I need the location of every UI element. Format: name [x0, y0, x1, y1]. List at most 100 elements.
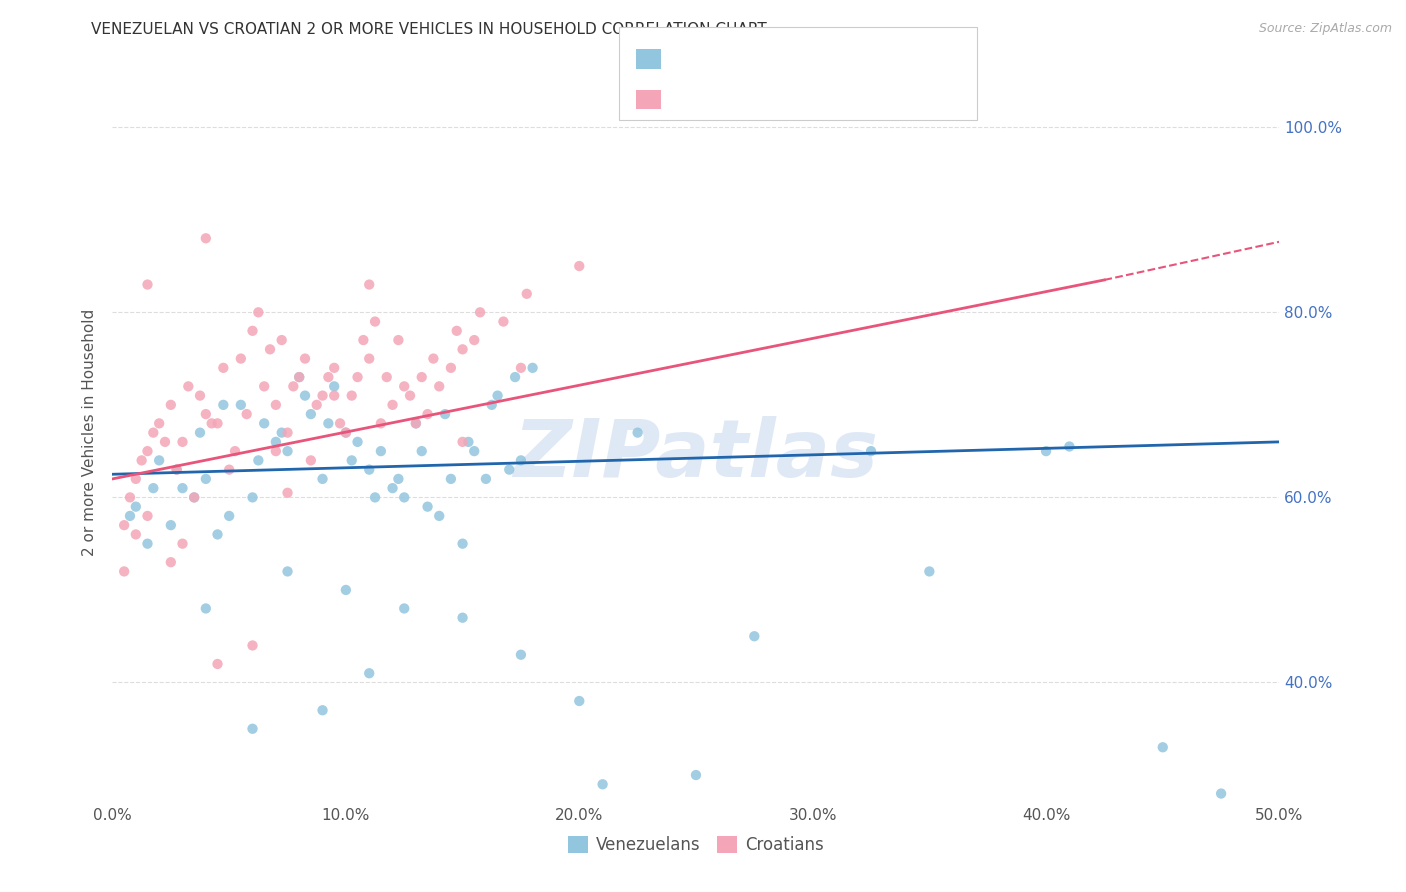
Point: [229, 351, 252, 366]
Point: [207, 527, 229, 541]
Point: [125, 527, 148, 541]
Text: R = 0.075   N = 72: R = 0.075 N = 72: [672, 37, 856, 55]
Text: Source: ZipAtlas.com: Source: ZipAtlas.com: [1258, 22, 1392, 36]
Point: [136, 508, 159, 523]
Point: [509, 453, 531, 467]
Point: [323, 379, 346, 393]
Point: [311, 703, 333, 717]
Point: [242, 491, 264, 505]
Point: [394, 491, 416, 505]
Point: [323, 360, 346, 375]
Point: [264, 434, 287, 449]
Point: [136, 444, 159, 458]
Point: [318, 417, 340, 431]
Point: [509, 360, 531, 375]
Point: [434, 407, 457, 421]
Point: [142, 425, 165, 440]
Point: [592, 777, 614, 791]
Point: [329, 417, 352, 431]
Point: [311, 472, 333, 486]
Point: [125, 500, 148, 514]
Point: [294, 388, 316, 402]
Point: [463, 333, 485, 347]
Point: [242, 324, 264, 338]
Point: [340, 453, 363, 467]
Point: [194, 407, 217, 421]
Point: [229, 398, 252, 412]
Point: [492, 315, 515, 329]
Point: [247, 453, 270, 467]
Point: [160, 518, 183, 533]
Point: [188, 425, 211, 440]
Point: [860, 444, 883, 458]
Point: [346, 434, 368, 449]
Point: [440, 472, 463, 486]
Point: [247, 305, 270, 319]
Point: [264, 444, 287, 458]
Point: [299, 453, 322, 467]
Point: [194, 601, 217, 615]
Point: [346, 370, 368, 384]
Point: [183, 491, 205, 505]
Point: [509, 648, 531, 662]
Point: [235, 407, 257, 421]
Point: [212, 398, 235, 412]
Point: [194, 472, 217, 486]
Point: [427, 379, 450, 393]
Point: [125, 472, 148, 486]
Point: [503, 370, 526, 384]
Point: [207, 417, 229, 431]
Point: [1211, 787, 1233, 801]
Point: [451, 536, 474, 550]
Point: [277, 485, 299, 500]
Point: [136, 536, 159, 550]
Point: [277, 444, 299, 458]
Point: [299, 407, 322, 421]
Point: [212, 360, 235, 375]
Point: [627, 425, 650, 440]
Point: [201, 417, 224, 431]
Point: [218, 508, 240, 523]
Point: [411, 370, 433, 384]
Point: [359, 462, 381, 476]
Point: [364, 315, 387, 329]
Point: [160, 555, 183, 569]
Point: [685, 768, 707, 782]
Point: [294, 351, 316, 366]
Point: [340, 388, 363, 402]
Point: [166, 462, 188, 476]
Point: [370, 444, 392, 458]
Point: [270, 425, 292, 440]
Point: [172, 536, 194, 550]
Point: [335, 582, 357, 597]
Point: [568, 694, 591, 708]
Point: [177, 379, 200, 393]
Point: [387, 472, 409, 486]
Point: [242, 722, 264, 736]
Point: [381, 398, 404, 412]
Point: [259, 343, 281, 357]
Point: [1152, 740, 1174, 755]
Point: [364, 491, 387, 505]
Point: [323, 388, 346, 402]
Point: [440, 360, 463, 375]
Point: [451, 343, 474, 357]
Point: [172, 434, 194, 449]
Point: [318, 370, 340, 384]
Point: [224, 444, 246, 458]
Point: [142, 481, 165, 495]
Point: [335, 425, 357, 440]
Point: [183, 491, 205, 505]
Point: [416, 407, 439, 421]
Point: [381, 481, 404, 495]
Point: [475, 472, 498, 486]
Point: [277, 565, 299, 579]
Point: [568, 259, 591, 273]
Point: [481, 398, 503, 412]
Point: [394, 601, 416, 615]
Point: [1035, 444, 1057, 458]
Point: [218, 462, 240, 476]
Point: [394, 379, 416, 393]
Point: [136, 277, 159, 292]
Point: [359, 351, 381, 366]
